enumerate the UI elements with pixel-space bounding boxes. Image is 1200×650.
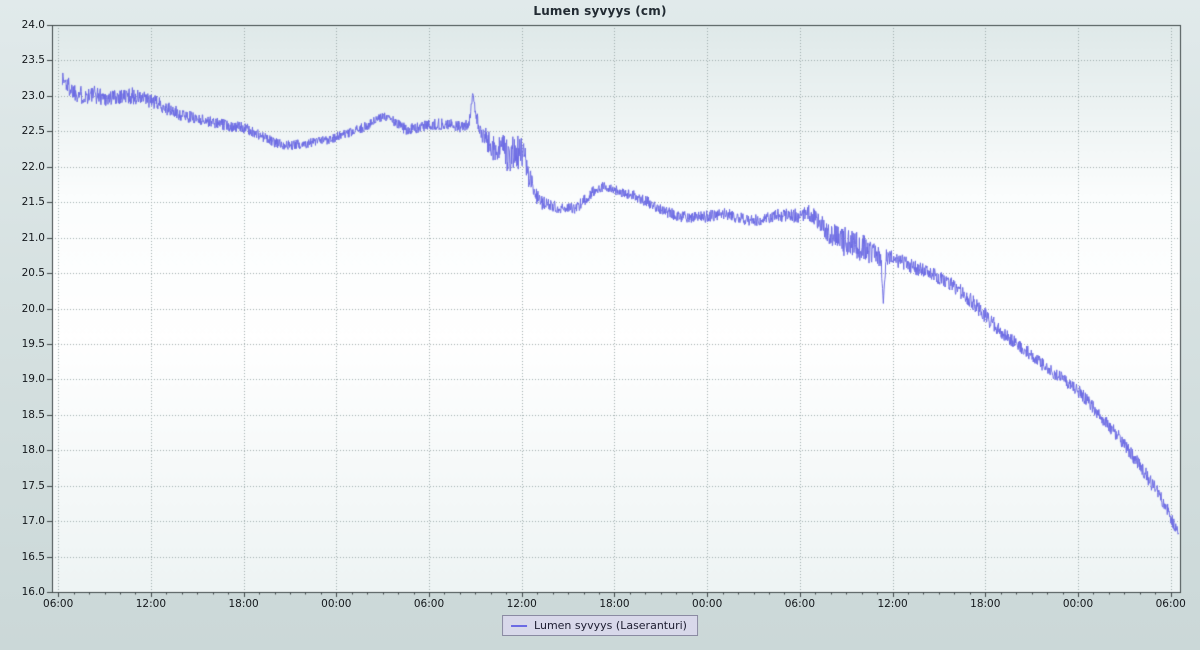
legend-label: Lumen syvyys (Laseranturi) <box>534 619 687 632</box>
chart-title: Lumen syvyys (cm) <box>533 4 667 18</box>
legend-box: Lumen syvyys (Laseranturi) <box>502 615 698 636</box>
legend-line-icon <box>511 624 528 627</box>
